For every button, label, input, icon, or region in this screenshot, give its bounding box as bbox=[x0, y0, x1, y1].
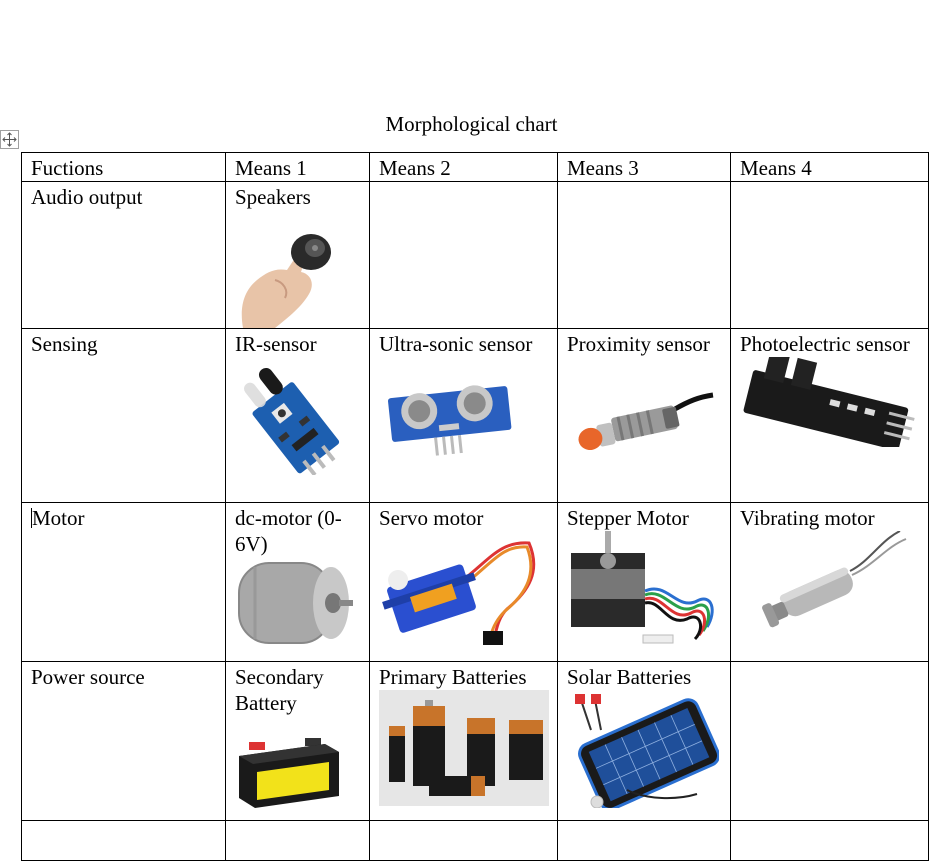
function-cell bbox=[21, 820, 226, 861]
photoelectric-sensor-image bbox=[743, 357, 915, 447]
table-row: Motor dc-motor (0-6V) Servo motor bbox=[21, 502, 929, 662]
header-cell: Fuctions bbox=[21, 152, 226, 182]
table-row: Power source Secondary Battery Primary B… bbox=[21, 661, 929, 821]
means-cell bbox=[730, 661, 929, 821]
proximity-sensor-image bbox=[578, 392, 714, 450]
means-label: Stepper Motor bbox=[567, 506, 689, 530]
means-label: IR-sensor bbox=[235, 332, 317, 356]
means-label: Primary Batteries bbox=[379, 665, 527, 689]
means-cell bbox=[369, 820, 558, 861]
car-battery-image bbox=[239, 738, 339, 808]
vibrating-motor-image bbox=[762, 531, 907, 628]
header-row: Fuctions Means 1 Means 2 Means 3 Means 4 bbox=[21, 152, 929, 182]
means-cell: Secondary Battery bbox=[225, 661, 370, 821]
means-cell: Servo motor bbox=[369, 502, 558, 662]
morphological-chart-table: Fuctions Means 1 Means 2 Means 3 Means 4… bbox=[21, 152, 929, 861]
function-cell: Audio output bbox=[21, 181, 226, 329]
document-title: Morphological chart bbox=[385, 112, 558, 136]
means-cell bbox=[369, 181, 558, 329]
means-cell: Ultra-sonic sensor bbox=[369, 328, 558, 503]
text-cursor bbox=[31, 508, 32, 528]
table-row: Audio output Speakers bbox=[21, 181, 929, 329]
function-cell: Sensing bbox=[21, 328, 226, 503]
table-move-handle-icon[interactable] bbox=[0, 130, 19, 149]
function-label: Motor bbox=[32, 506, 85, 530]
speaker-image bbox=[241, 234, 331, 328]
means-cell bbox=[730, 181, 929, 329]
stepper-motor-image bbox=[571, 531, 714, 644]
header-cell: Means 3 bbox=[557, 152, 731, 182]
means-cell: Stepper Motor bbox=[557, 502, 731, 662]
ultrasonic-sensor-image bbox=[388, 385, 512, 456]
servo-motor-image bbox=[382, 541, 536, 645]
means-cell bbox=[730, 820, 929, 861]
means-cell: Solar Batteries bbox=[557, 661, 731, 821]
means-cell: Vibrating motor bbox=[730, 502, 929, 662]
function-label: Sensing bbox=[31, 332, 98, 356]
function-label: Audio output bbox=[31, 185, 143, 209]
solar-battery-image bbox=[575, 694, 719, 808]
means-cell: Primary Batteries bbox=[369, 661, 558, 821]
table-row: Sensing IR-sensor Ul bbox=[21, 328, 929, 503]
means-cell: Proximity sensor bbox=[557, 328, 731, 503]
means-cell: dc-motor (0-6V) bbox=[225, 502, 370, 662]
ir-sensor-image bbox=[244, 367, 340, 475]
function-cell: Power source bbox=[21, 661, 226, 821]
means-label: Servo motor bbox=[379, 506, 484, 530]
means-cell: IR-sensor bbox=[225, 328, 370, 503]
means-label: Solar Batteries bbox=[567, 665, 692, 689]
means-label: Speakers bbox=[235, 185, 311, 209]
means-cell bbox=[225, 820, 370, 861]
header-cell: Means 1 bbox=[225, 152, 370, 182]
means-label: Photoelectric sensor bbox=[740, 332, 910, 356]
function-cell: Motor bbox=[21, 502, 226, 662]
means-label: Secondary Battery bbox=[235, 665, 324, 715]
function-label: Power source bbox=[31, 665, 145, 689]
header-cell: Means 2 bbox=[369, 152, 558, 182]
means-label: dc-motor (0-6V) bbox=[235, 506, 342, 556]
means-cell: Photoelectric sensor bbox=[730, 328, 929, 503]
header-cell: Means 4 bbox=[730, 152, 929, 182]
means-cell bbox=[557, 181, 731, 329]
dc-motor-image bbox=[238, 562, 353, 644]
means-label: Ultra-sonic sensor bbox=[379, 332, 533, 356]
means-label: Proximity sensor bbox=[567, 332, 710, 356]
means-cell: Speakers bbox=[225, 181, 370, 329]
means-label: Vibrating motor bbox=[740, 506, 875, 530]
means-cell bbox=[557, 820, 731, 861]
primary-batteries-image bbox=[379, 690, 549, 806]
table-row bbox=[21, 820, 929, 861]
